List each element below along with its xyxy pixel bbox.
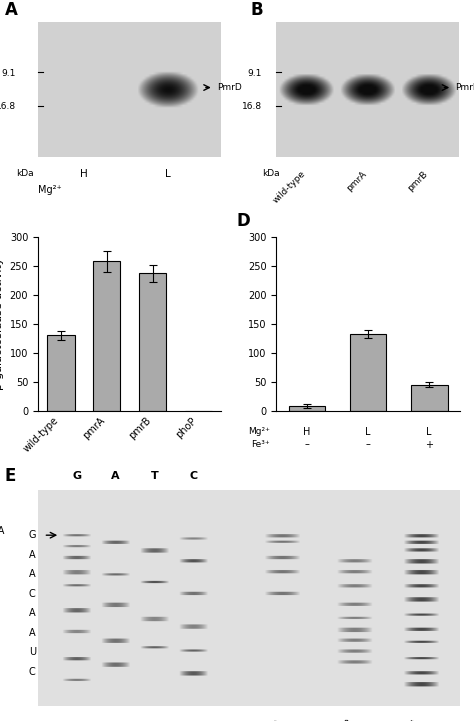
Text: mRNA: mRNA (0, 526, 5, 536)
Bar (411, 384, 447, 410)
Text: A: A (29, 628, 36, 638)
Text: C: C (29, 589, 36, 598)
Text: wild-type: wild-type (243, 717, 282, 721)
Text: B: B (251, 1, 264, 19)
Text: A: A (29, 570, 36, 579)
Text: L: L (365, 427, 371, 437)
Text: T: T (151, 471, 158, 481)
Bar (289, 406, 325, 410)
Text: Mg²⁺: Mg²⁺ (248, 427, 270, 435)
Text: L: L (427, 427, 432, 437)
Text: pmrA: pmrA (345, 169, 368, 193)
Text: A: A (29, 609, 36, 619)
Text: L: L (165, 169, 171, 180)
Text: –: – (365, 440, 371, 449)
Text: D: D (236, 212, 250, 230)
Bar (350, 335, 386, 410)
Text: U: U (29, 647, 36, 658)
Y-axis label: β-galactosidase activity: β-galactosidase activity (0, 257, 4, 390)
Text: –: – (304, 440, 310, 449)
Text: +: + (425, 440, 433, 449)
Text: kDa: kDa (16, 169, 34, 178)
Text: A: A (111, 471, 120, 481)
Text: pmrB: pmrB (406, 169, 429, 193)
Bar (139, 273, 166, 410)
Text: C: C (189, 471, 197, 481)
Text: G: G (72, 471, 82, 481)
Text: pmrA: pmrA (395, 717, 421, 721)
Text: A: A (29, 549, 36, 559)
Text: G: G (28, 530, 36, 540)
Text: C: C (29, 667, 36, 677)
Text: PmrD: PmrD (455, 83, 474, 92)
Text: 16.8: 16.8 (242, 102, 262, 111)
Text: Fe³⁺: Fe³⁺ (252, 440, 270, 448)
Text: 9.1: 9.1 (247, 69, 262, 78)
Text: phoP: phoP (330, 717, 354, 721)
Bar (47, 335, 74, 410)
Text: E: E (4, 467, 16, 485)
Text: Mg²⁺: Mg²⁺ (38, 185, 62, 195)
Text: kDa: kDa (262, 169, 279, 178)
Text: A: A (5, 1, 18, 19)
Text: 9.1: 9.1 (1, 69, 16, 78)
Bar (93, 261, 120, 410)
Text: PmrD: PmrD (217, 83, 241, 92)
Text: H: H (80, 169, 88, 180)
Text: wild-type: wild-type (271, 169, 307, 205)
Text: H: H (303, 427, 310, 437)
Text: 16.8: 16.8 (0, 102, 16, 111)
